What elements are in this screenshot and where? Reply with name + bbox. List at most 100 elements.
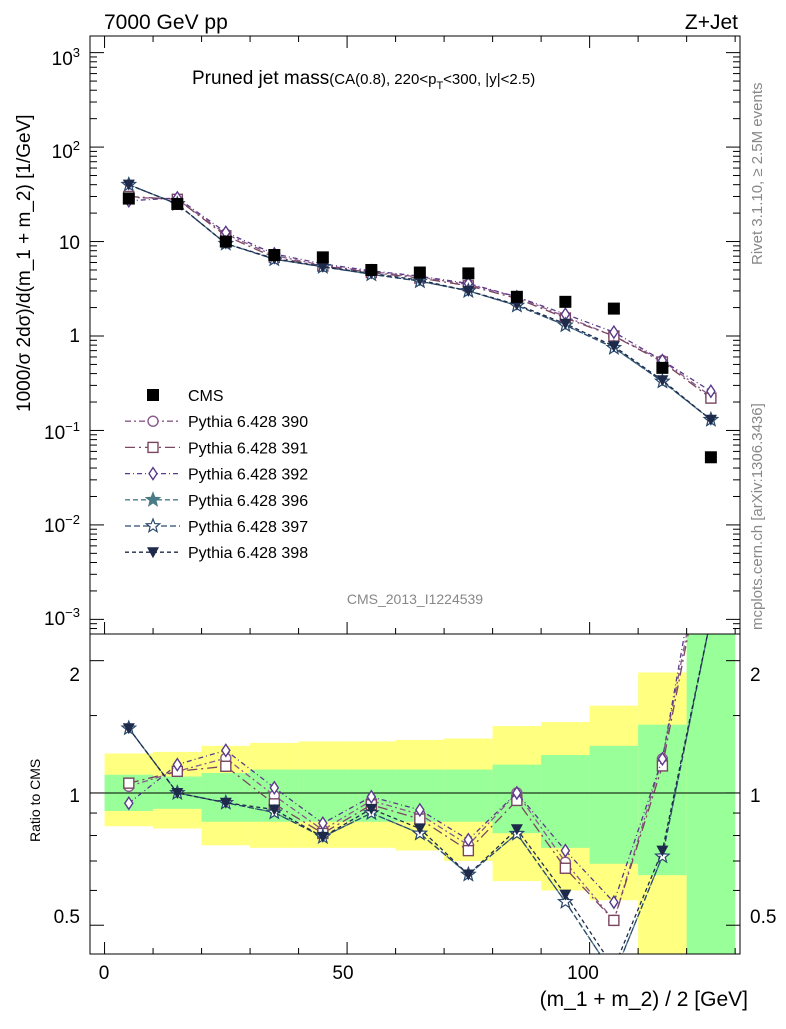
series-6-point (704, 414, 717, 426)
analysis-id: CMS_2013_I1224539 (347, 591, 483, 607)
cms-data-point (704, 451, 717, 464)
series-5-ratio-point (704, 611, 717, 624)
ratio-series (120, 480, 717, 981)
series-3-ratio-point (657, 751, 668, 767)
series-6-point (607, 341, 620, 353)
x-tick-label: 50 (332, 963, 353, 984)
legend-marker (144, 491, 162, 507)
y-tick-label: 10−2 (44, 512, 80, 537)
series-4-ratio-point (704, 611, 717, 624)
cms-data-point (462, 267, 475, 280)
series-5-ratio-point (557, 893, 574, 909)
mcplots-label: mcplots.cern.ch [arXiv:1306.3436] (749, 403, 766, 630)
ratio-tick-label-right: 0.5 (750, 907, 776, 928)
y-tick-label: 102 (52, 138, 80, 163)
series-6-ratio-point (705, 613, 717, 624)
legend-label: Pythia 6.428 390 (188, 414, 308, 431)
cms-data-point (656, 361, 669, 374)
series-3-point (609, 324, 619, 340)
axis-ticks (90, 36, 740, 954)
plot-title-main: Pruned jet mass (192, 68, 329, 89)
legend-label: Pythia 6.428 392 (188, 467, 308, 484)
plot-title: Pruned jet mass(CA(0.8), 220<pT<300, |y|… (192, 68, 535, 92)
series-1-ratio-point (706, 504, 716, 514)
legend-marker (148, 466, 158, 481)
series-3-ratio-point (463, 832, 474, 847)
legend-label: Pythia 6.428 391 (188, 440, 308, 457)
header-energy-label: 7000 GeV pp (104, 11, 228, 34)
y-tick-label: 10 (59, 233, 80, 254)
series-2-ratio-point (462, 844, 475, 857)
series-6-ratio-point (656, 845, 669, 857)
x-tick-label: 0 (99, 963, 110, 984)
series-2-ratio-point (559, 862, 572, 874)
series-3-ratio-point (560, 843, 571, 858)
series-3-ratio-point (609, 894, 619, 910)
series-6-point (122, 179, 135, 191)
series-3-ratio-point (707, 480, 715, 492)
series-1-line (128, 196, 712, 397)
series-4-line (128, 184, 712, 421)
series-2-ratio-point (706, 513, 716, 523)
series-2-ratio-point (608, 914, 620, 927)
legend-marker (144, 517, 162, 534)
rivet-label: Rivet 3.1.10, ≥ 2.5M events (749, 83, 766, 266)
band-inner-bin (541, 754, 590, 848)
y-tick-label: 1 (69, 326, 80, 347)
legend-marker (147, 415, 159, 427)
series-6-point (656, 375, 669, 387)
series-3-ratio-point (415, 802, 425, 818)
cms-data-point (413, 266, 426, 279)
series-6-ratio-point (365, 803, 378, 815)
series-2-line (128, 195, 712, 399)
series-6-ratio-point (316, 831, 329, 843)
series-6-ratio-point (608, 963, 620, 974)
series-6-point (559, 318, 572, 330)
y-axis-title-ratio: Ratio to CMS (27, 759, 43, 842)
legend-label: Pythia 6.428 398 (188, 545, 308, 562)
series-6-ratio-point (122, 723, 135, 735)
legend-label: CMS (188, 388, 224, 405)
series-3-ratio-point (269, 780, 280, 795)
cms-data-point (510, 290, 523, 303)
series-6-ratio-point (559, 889, 572, 901)
series-5-ratio-point (607, 968, 620, 981)
legend-label: Pythia 6.428 397 (188, 519, 308, 536)
cms-data-point (607, 302, 620, 315)
ratio-tick-label: 1 (69, 786, 80, 807)
series-6-ratio-point (462, 869, 475, 881)
series-6-ratio-point (268, 804, 281, 816)
cms-data-point (219, 235, 232, 248)
legend-label: Pythia 6.428 396 (188, 493, 308, 510)
series-6-ratio-point (219, 797, 232, 809)
ratio-tick-label-right: 2 (750, 665, 761, 686)
y-tick-label: 103 (52, 45, 80, 70)
header-process-label: Z+Jet (685, 11, 738, 34)
cms-data-point (365, 263, 378, 276)
series-3-point (706, 383, 716, 399)
x-tick-label: 100 (567, 963, 599, 984)
band-inner-bin (589, 745, 639, 864)
plot-title-sub: (CA(0.8), 220<p (329, 71, 436, 88)
y-tick-label: 10−1 (44, 419, 80, 444)
ratio-tick-label-right: 1 (750, 786, 761, 807)
series-3-ratio-point (512, 785, 522, 801)
cms-data-point (122, 192, 135, 205)
series-3-ratio-point (123, 796, 134, 811)
x-axis-title: (m_1 + m_2) / 2 [GeV] (540, 988, 748, 1011)
legend-marker (147, 441, 159, 454)
series-4-ratio-point (607, 968, 620, 981)
series-3-ratio-point (220, 743, 231, 758)
ratio-tick-label: 2 (69, 665, 80, 686)
y-axis-title-top: 1000/σ 2dσ)/d(m_1 + m_2) [1/GeV] (14, 114, 35, 412)
series-2-ratio-point (220, 760, 232, 772)
series-6-ratio-point (171, 787, 184, 799)
plot-title-sub-index: T (436, 80, 443, 92)
cms-data-point (316, 251, 329, 264)
series-6-point (316, 261, 329, 273)
ratio-tick-label: 0.5 (54, 907, 80, 928)
legend-marker (147, 389, 159, 401)
cms-data-point (171, 197, 184, 210)
series-6-line (128, 184, 712, 421)
